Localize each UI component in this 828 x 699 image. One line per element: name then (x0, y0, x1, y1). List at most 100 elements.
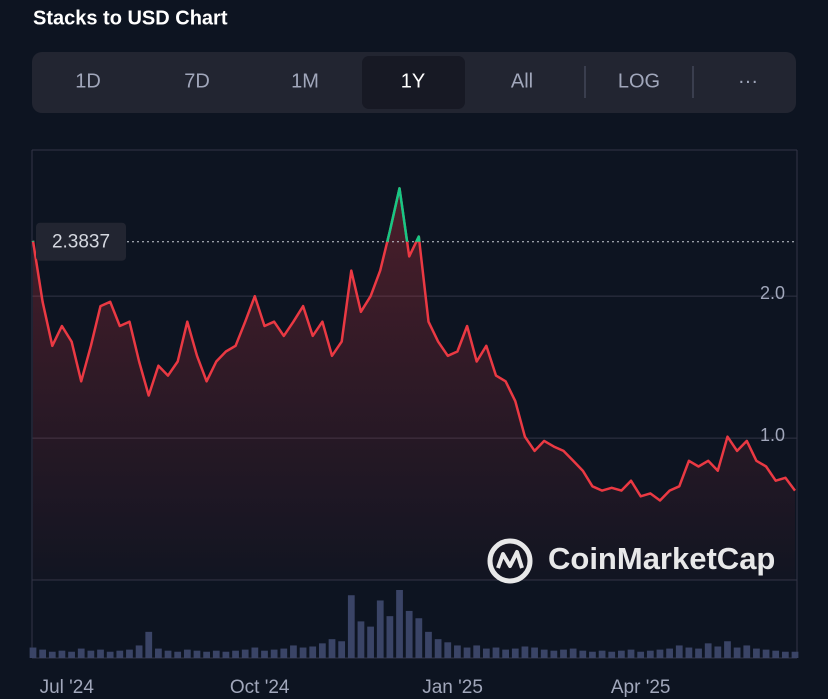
volume-bar (222, 651, 230, 658)
reference-label: 2.3837 (52, 232, 110, 253)
volume-bar (482, 648, 490, 658)
button-selected-bg (362, 56, 465, 109)
volume-bar (386, 616, 394, 658)
volume-bar (338, 641, 346, 658)
x-tick-label: Oct '24 (230, 677, 290, 698)
watermark: CoinMarketCap (487, 538, 775, 584)
x-tick-label: Apr '25 (611, 677, 671, 698)
volume-bar (598, 650, 606, 658)
x-tick-label: Jul '24 (40, 677, 95, 698)
volume-bar (376, 600, 384, 658)
volume-bar (405, 610, 413, 658)
volume-bar (299, 647, 307, 658)
chart-title: Stacks to USD Chart (33, 7, 228, 29)
toolbar-button[interactable]: 7D (184, 70, 210, 92)
volume-bar (241, 649, 249, 658)
volume-bar (434, 639, 442, 658)
volume-bar (97, 649, 104, 658)
volume-bar (753, 648, 760, 658)
toolbar-button[interactable]: 1Y (401, 70, 425, 92)
volume-bar (540, 649, 548, 658)
y-tick-label: 1.0 (760, 425, 785, 445)
volume-bar (781, 651, 789, 658)
volume-bar (270, 649, 278, 658)
volume-bar (183, 649, 191, 658)
watermark-text: CoinMarketCap (548, 541, 775, 576)
volume-bar (704, 643, 712, 658)
volume-bar (714, 646, 722, 658)
volume-bar (531, 647, 538, 658)
volume-bar (58, 650, 66, 658)
volume-bar (473, 645, 481, 658)
x-tick-label: Jan '25 (422, 677, 483, 698)
volume-bar (675, 645, 683, 658)
volume-bar (492, 647, 500, 658)
volume-bar (560, 649, 567, 658)
volume-bar (280, 648, 288, 658)
y-tick-label: 2.0 (760, 283, 785, 303)
volume-bar (618, 650, 625, 658)
volume-bar (666, 648, 673, 658)
volume-bar (396, 590, 403, 658)
volume-bar (627, 649, 635, 658)
volume-bar (193, 650, 201, 658)
volume-bar (724, 641, 731, 658)
price-line (31, 187, 796, 502)
volume-bar (454, 645, 461, 658)
volume-bar (328, 639, 336, 658)
volume-bar (48, 651, 56, 658)
volume-bar (116, 650, 124, 658)
volume-bar (174, 651, 182, 658)
volume-bar (743, 645, 751, 658)
volume-bar (39, 649, 47, 658)
volume-bar (569, 648, 577, 658)
volume-bar (212, 650, 220, 658)
volume-bar (347, 595, 355, 658)
volume-bar (511, 648, 519, 658)
volume-bar (203, 651, 210, 658)
volume-bar (68, 651, 75, 658)
volume-bar (762, 649, 770, 658)
volume-bar (521, 646, 529, 658)
toolbar-button[interactable]: 1D (75, 70, 101, 92)
volume-bar (290, 645, 297, 658)
volume-bar (685, 647, 693, 658)
volume-bar (772, 650, 780, 658)
volume-bar (608, 651, 616, 658)
volume-bar (415, 618, 423, 658)
volume-bar (87, 650, 95, 658)
volume-bar (357, 621, 365, 658)
price-area (33, 188, 795, 581)
volume-bar (318, 643, 326, 658)
volume-bar (695, 648, 702, 658)
volume-bar (502, 649, 510, 658)
toolbar-button[interactable]: All (511, 70, 533, 92)
volume-bar (155, 648, 162, 658)
toolbar-button[interactable]: ··· (738, 70, 758, 92)
volume-bar (637, 651, 645, 658)
reference-label-bg (36, 222, 126, 261)
volume-bar (164, 650, 172, 658)
volume-bar (106, 651, 114, 658)
volume-bar (589, 651, 596, 658)
toolbar-button[interactable]: LOG (618, 70, 660, 92)
volume-bar (29, 647, 37, 658)
volume-bar (463, 647, 471, 658)
volume-bar (135, 645, 143, 658)
volume-bar (309, 646, 317, 658)
volume-bar (367, 626, 374, 658)
volume-bar (579, 650, 587, 658)
volume-bar (425, 631, 432, 658)
volume-bar (126, 649, 133, 658)
volume-bar (656, 649, 664, 658)
volume-bar (791, 651, 799, 658)
toolbar-button[interactable]: 1M (291, 70, 319, 92)
volume-bar (550, 650, 558, 658)
volume-bar (232, 650, 239, 658)
volume-bar (444, 642, 452, 658)
volume-bar (733, 647, 741, 658)
volume-bar (251, 647, 259, 658)
volume-bar (77, 648, 85, 658)
